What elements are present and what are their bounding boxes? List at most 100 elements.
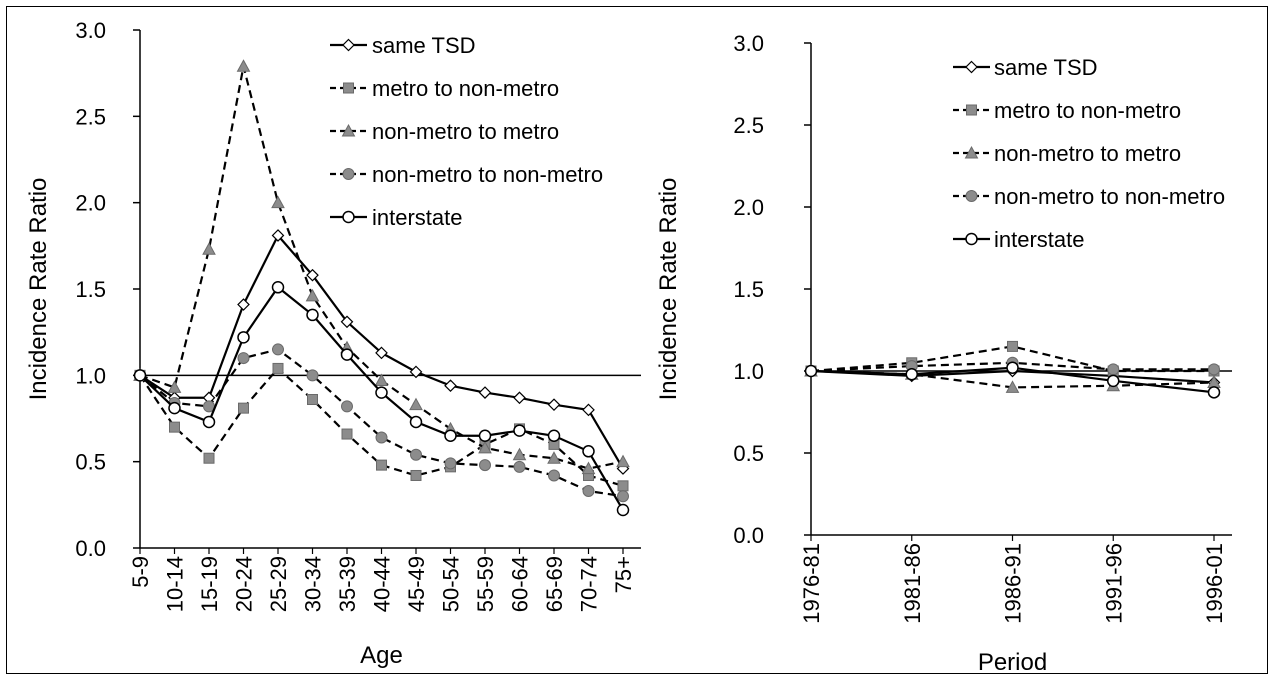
data-point — [616, 454, 630, 468]
x-tick-label: 1996-01 — [1202, 543, 1227, 624]
y-tick-label: 2.5 — [733, 113, 764, 138]
x-tick-label: 10-14 — [163, 556, 188, 612]
data-point — [410, 448, 422, 461]
data-point — [479, 459, 491, 472]
series-line — [810, 345, 1214, 373]
legend-item: same TSD — [330, 33, 476, 58]
legend-label: non-metro to non-metro — [994, 184, 1225, 209]
series-line — [139, 366, 624, 487]
data-point — [582, 485, 595, 498]
x-tick-label: 30-34 — [301, 556, 326, 612]
x-tick-label: 35-39 — [335, 556, 360, 612]
series-line — [139, 348, 624, 498]
data-point — [409, 365, 423, 379]
legend-item: non-metro to non-metro — [330, 162, 603, 187]
legend-item: non-metro to non-metro — [953, 184, 1225, 209]
data-point — [617, 480, 629, 492]
legend-marker — [342, 168, 355, 180]
data-point — [444, 457, 457, 470]
data-point — [340, 315, 354, 329]
legend-item: same TSD — [953, 55, 1098, 80]
data-point — [203, 452, 215, 464]
data-point — [1207, 386, 1221, 399]
y-tick-label: 2.5 — [75, 104, 106, 129]
series-interstate — [133, 281, 630, 517]
data-point — [444, 379, 457, 393]
data-point — [376, 459, 387, 471]
x-tick-label: 65-69 — [542, 556, 567, 612]
legend-item: interstate — [953, 227, 1085, 252]
x-tick-label: 75+ — [611, 556, 636, 593]
x-tick-label: 55-59 — [473, 556, 498, 612]
x-tick-label: 1986-91 — [1001, 543, 1026, 624]
data-point — [341, 428, 353, 440]
data-point — [905, 368, 918, 381]
legend-marker — [966, 104, 977, 116]
series-non-metro-to-metro — [133, 59, 630, 475]
data-point — [340, 348, 354, 361]
data-point — [582, 445, 595, 458]
data-point — [238, 402, 249, 414]
x-axis-title: Period — [978, 649, 1047, 676]
x-tick-label: 1991-96 — [1101, 543, 1126, 624]
data-point — [307, 394, 318, 406]
data-point — [547, 429, 561, 443]
x-tick-label: 25-29 — [266, 556, 291, 612]
y-axis-title: Incidence Rate Ratio — [655, 178, 682, 401]
x-tick-label: 70-74 — [577, 556, 602, 612]
legend-label: same TSD — [372, 33, 476, 58]
data-point — [341, 400, 353, 413]
data-point — [375, 346, 388, 360]
data-point — [168, 401, 181, 415]
data-point — [616, 503, 630, 517]
y-tick-label: 3.0 — [733, 31, 764, 56]
legend-item: metro to non-metro — [330, 76, 559, 101]
data-point — [305, 288, 320, 302]
x-tick-label: 1981-86 — [900, 543, 925, 624]
data-point — [512, 447, 527, 461]
y-tick-label: 2.0 — [733, 195, 764, 220]
data-point — [1208, 363, 1220, 376]
legend-label: metro to non-metro — [994, 98, 1181, 123]
data-point — [271, 281, 285, 294]
data-point — [237, 331, 250, 344]
x-tick-label: 1976-81 — [799, 543, 824, 624]
data-point — [374, 373, 389, 387]
legend-marker — [965, 60, 978, 74]
data-point — [271, 229, 285, 242]
x-tick-label: 60-64 — [508, 556, 533, 612]
data-point — [804, 364, 818, 378]
data-point — [513, 424, 526, 437]
legend-label: interstate — [372, 205, 463, 230]
chart-panel-2: 0.0 0.5 1.0 1.5 2.0 2.5 3.0 1976-81 1981-86 1986-… — [655, 31, 1232, 676]
data-point — [1007, 340, 1018, 352]
data-point — [375, 431, 388, 444]
data-point — [478, 429, 492, 443]
data-point — [202, 415, 216, 429]
data-point — [548, 469, 560, 482]
data-point — [513, 391, 526, 405]
data-point — [581, 461, 596, 475]
data-point — [306, 268, 319, 282]
y-tick-label: 1.5 — [75, 277, 106, 302]
data-point — [236, 59, 251, 72]
series-metro-to-non-metro — [134, 362, 629, 492]
legend-item: interstate — [330, 205, 463, 230]
data-point — [237, 298, 250, 311]
y-tick-label: 1.0 — [75, 363, 106, 388]
x-tick-label: 45-49 — [404, 556, 429, 612]
y-axis-title: Incidence Rate Ratio — [25, 178, 52, 401]
x-tick-label: 50-54 — [439, 556, 464, 612]
legend-marker — [965, 232, 978, 246]
x-tick-label: 20-24 — [232, 556, 257, 612]
data-point — [582, 403, 595, 417]
legend-label: interstate — [994, 227, 1085, 252]
data-point — [513, 460, 526, 473]
legend-label: same TSD — [994, 55, 1098, 80]
legend-marker — [342, 210, 355, 224]
legend-marker — [341, 123, 356, 137]
legend-label: metro to non-metro — [372, 76, 559, 101]
data-point — [1107, 374, 1120, 388]
data-point — [272, 362, 284, 374]
